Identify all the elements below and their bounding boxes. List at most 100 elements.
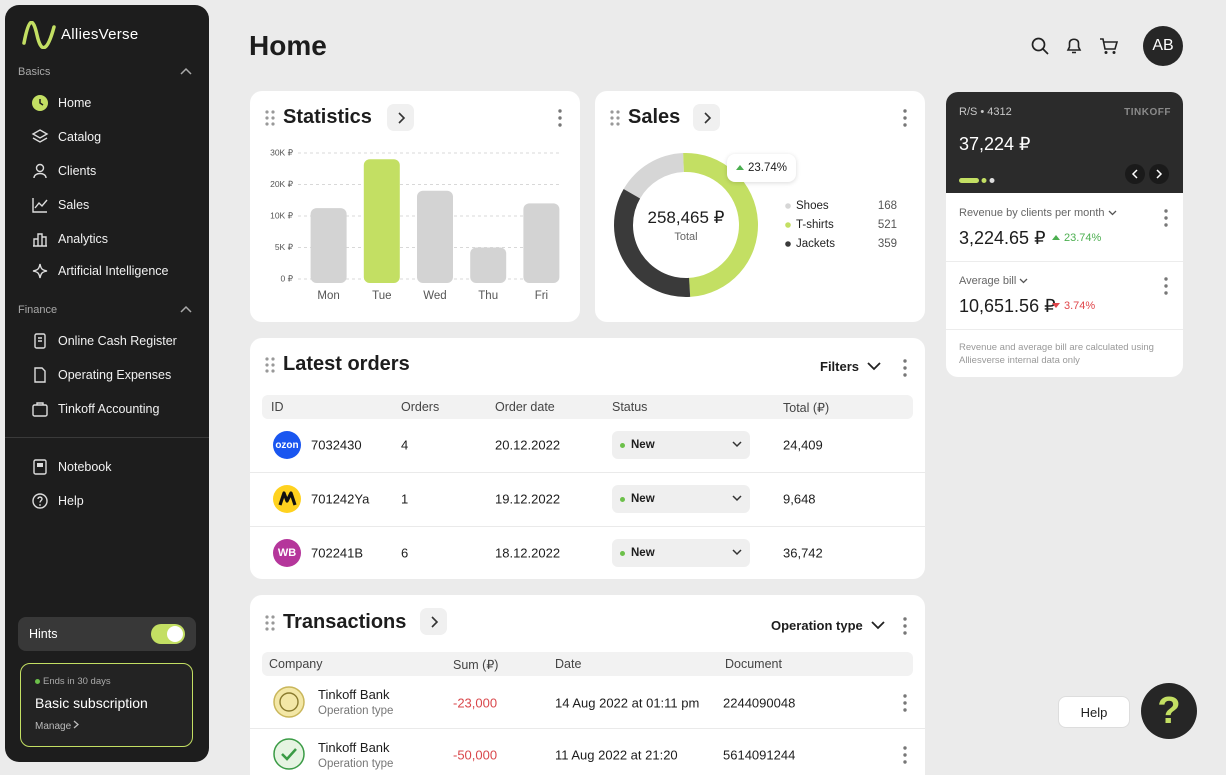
row-divider xyxy=(250,728,925,729)
metric-change: 3.74% xyxy=(1052,300,1095,312)
bar-chart: 0 ₽ 5K ₽ 10K ₽ 20K ₽ 30K ₽ Mon Tue Wed Thu Fri xyxy=(270,147,562,302)
order-total: 24,409 xyxy=(783,437,823,453)
nav-item[interactable]: Tinkoff Accounting xyxy=(23,394,201,424)
menu-button[interactable] xyxy=(1163,277,1169,295)
collapse-icon[interactable] xyxy=(180,304,192,314)
open-button[interactable] xyxy=(693,104,720,131)
order-date: 18.12.2022 xyxy=(495,545,561,561)
drag-handle[interactable] xyxy=(610,110,620,126)
status-select[interactable]: New xyxy=(612,539,750,567)
company-logo: ozon xyxy=(273,431,301,459)
nav-label: Artificial Intelligence xyxy=(58,264,169,278)
badge-value: 23.74% xyxy=(748,162,788,174)
transaction-date: 11 Aug 2022 at 21:20 xyxy=(555,747,678,763)
row-menu[interactable] xyxy=(902,694,908,712)
company-name: Tinkoff Bank xyxy=(318,740,390,755)
nav-icon xyxy=(32,95,48,111)
chevron xyxy=(73,720,80,729)
y-tick-label: 20K ₽ xyxy=(270,179,293,189)
chevron xyxy=(397,111,405,124)
chevron xyxy=(1108,210,1117,216)
operation-type: Operation type xyxy=(318,758,394,770)
row-divider xyxy=(250,472,925,473)
nav-item[interactable]: Analytics xyxy=(23,224,201,254)
filter-dropdown[interactable]: Filters xyxy=(820,359,881,374)
order-total: 9,648 xyxy=(783,491,816,507)
nav-label: Operating Expenses xyxy=(58,368,172,382)
menu-button[interactable] xyxy=(1163,209,1169,227)
search-icon[interactable] xyxy=(1031,37,1049,55)
manage-link[interactable]: Manage xyxy=(35,720,81,732)
divider xyxy=(946,261,1183,262)
menu-button[interactable] xyxy=(902,359,908,377)
company-name: Tinkoff Bank xyxy=(318,687,390,702)
note: Revenue and average bill are calculated … xyxy=(959,342,1154,366)
bell-icon[interactable] xyxy=(1065,36,1083,55)
y-tick-label: 0 ₽ xyxy=(281,273,294,283)
nav-label: Analytics xyxy=(58,232,109,246)
nav-item[interactable]: Online Cash Register xyxy=(23,326,201,356)
account-card: R/S • 4312 TINKOFF 37,224 ₽ Revenue by c… xyxy=(946,92,1183,377)
nav-label: Tinkoff Accounting xyxy=(58,402,160,416)
menu-button[interactable] xyxy=(557,109,563,127)
next-button[interactable] xyxy=(1149,164,1169,184)
legend-value: 521 xyxy=(878,219,897,231)
card-title: Statistics xyxy=(283,106,372,128)
prev-button[interactable] xyxy=(1125,164,1145,184)
metric-label[interactable]: Revenue by clients per month xyxy=(959,207,1117,219)
legend-dot xyxy=(785,203,791,209)
nav-item[interactable]: Help xyxy=(23,486,201,516)
order-date: 20.12.2022 xyxy=(495,437,561,453)
chevron xyxy=(732,549,742,556)
transaction-date: 14 Aug 2022 at 01:11 pm xyxy=(555,695,700,711)
nav-item[interactable]: Artificial Intelligence xyxy=(23,256,201,286)
hints-toggle[interactable]: Hints xyxy=(18,617,196,651)
orders-card: Latest orders Filters ID Orders Order da… xyxy=(250,338,925,579)
status-dot xyxy=(35,679,40,684)
nav-item[interactable]: Clients xyxy=(23,156,201,186)
drag-handle[interactable] xyxy=(265,110,275,126)
nav-icon xyxy=(32,198,48,213)
nav-item[interactable]: Operating Expenses xyxy=(23,360,201,390)
status-select[interactable]: New xyxy=(612,485,750,513)
menu-button[interactable] xyxy=(902,109,908,127)
avatar[interactable]: AB xyxy=(1143,26,1183,66)
menu-button[interactable] xyxy=(902,617,908,635)
legend-dot xyxy=(785,222,791,228)
bar xyxy=(363,159,400,283)
donut-chart: Shoes 168 T-shirts 521 Jackets 359 xyxy=(614,153,897,297)
filter-dropdown[interactable]: Operation type xyxy=(771,618,885,633)
legend-label: Jackets xyxy=(796,238,835,250)
donut-segment xyxy=(614,189,691,297)
filter-label: Operation type xyxy=(771,618,863,633)
column-header: Sum (₽) xyxy=(453,658,499,672)
row-divider xyxy=(250,526,925,527)
metric-change: 23.74% xyxy=(1052,232,1101,244)
cart-icon[interactable] xyxy=(1099,37,1119,55)
collapse-icon[interactable] xyxy=(180,66,192,76)
order-id: 701242Ya xyxy=(311,491,370,507)
drag-handle[interactable] xyxy=(265,615,275,631)
transaction-sum: -23,000 xyxy=(453,695,498,711)
chevron xyxy=(1019,278,1028,284)
change-badge: 23.74% xyxy=(727,154,797,182)
status-select[interactable]: New xyxy=(612,431,750,459)
open-button[interactable] xyxy=(387,104,414,131)
metric-label[interactable]: Average bill xyxy=(959,275,1028,287)
status-label: New xyxy=(631,547,655,559)
toggle-knob xyxy=(167,626,183,642)
help-fab[interactable]: ? xyxy=(1141,683,1197,739)
toggle-switch[interactable] xyxy=(151,624,185,644)
row-menu[interactable] xyxy=(902,746,908,764)
open-button[interactable] xyxy=(420,608,447,635)
nav-item[interactable]: Sales xyxy=(23,190,201,220)
column-header: Orders xyxy=(401,400,440,414)
help-button[interactable]: Help xyxy=(1058,696,1130,728)
table-header: ID Orders Order date Status Total (₽) xyxy=(262,395,913,419)
drag-handle[interactable] xyxy=(265,357,275,373)
nav-item[interactable]: Notebook xyxy=(23,452,201,482)
nav-item[interactable]: Home xyxy=(23,88,201,118)
nav-item[interactable]: Catalog xyxy=(23,122,201,152)
subscription-note: Ends in 30 days xyxy=(43,676,111,687)
